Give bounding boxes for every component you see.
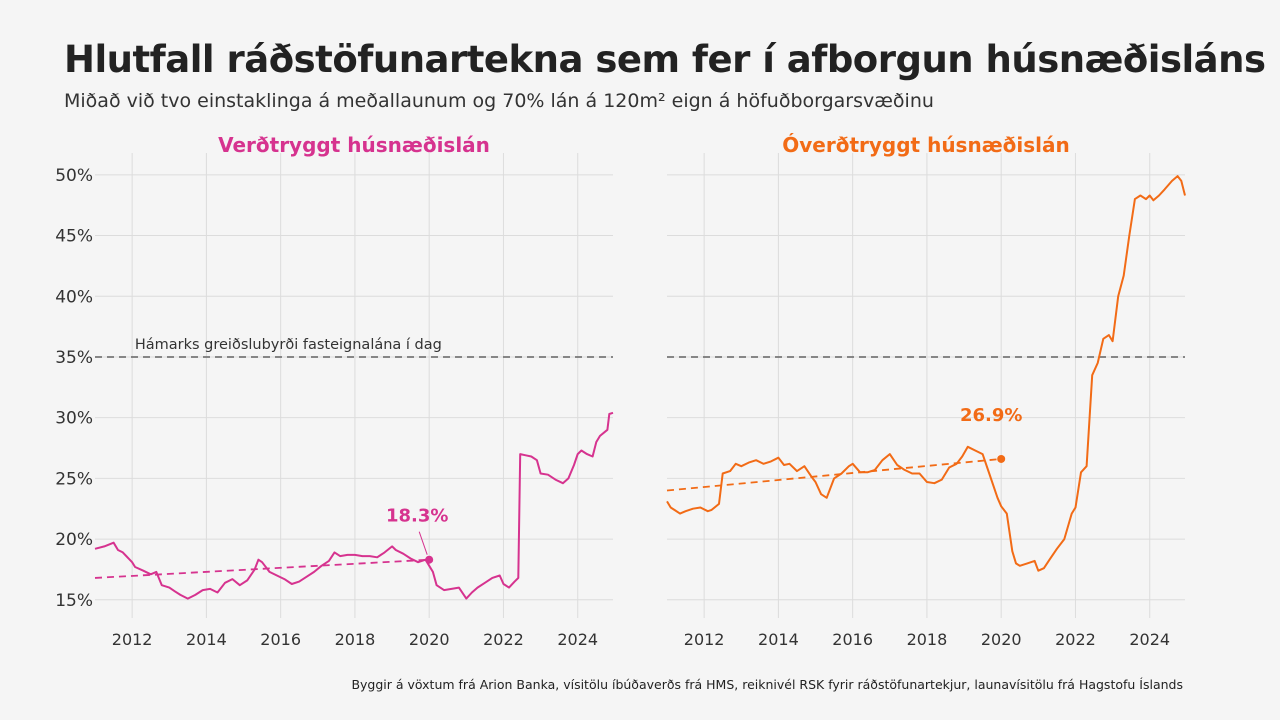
marker-label: 18.3% [386,506,448,527]
x-tick-label: 2020 [981,630,1022,649]
y-tick-label: 20% [55,530,93,550]
y-tick-label: 25% [55,469,93,489]
panel-indexed-loan: 15% 20% 25% 30% 35% 40% 45% 50% 2012 2014 2016 2018… [55,133,614,649]
source-caption: Byggir á vöxtum frá Arion Banka, vísitöl… [351,677,1183,692]
x-tick-label: 2018 [335,630,376,649]
series-line [94,411,614,600]
trend-line [666,458,1002,492]
y-tick-label: 45% [55,227,93,247]
x-tick-label: 2022 [1055,630,1096,649]
series-line [666,175,1186,572]
y-tick-label: 35% [55,348,93,368]
x-tick-label: 2012 [112,630,153,649]
x-tick-label: 2014 [186,630,227,649]
x-tick-label: 2024 [557,630,598,649]
reference-line-label: Hámarks greiðslubyrði fasteignalána í da… [135,337,442,353]
trend-line [94,558,430,579]
panel-title: Óverðtryggt húsnæðislán [782,133,1070,157]
x-tick-label: 2016 [260,630,301,649]
x-tick-label: 2024 [1129,630,1170,649]
x-tick-label: 2020 [409,630,450,649]
y-tick-label: 30% [55,409,93,429]
x-tick-label: 2014 [758,630,799,649]
x-tick-label: 2016 [832,630,873,649]
x-tick-label: 2022 [483,630,524,649]
chart-subtitle: Miðað við tvo einstaklinga á meðallaunum… [64,90,934,112]
panel-nonindexed-loan: 2012 2014 2016 2018 2020 2022 2024 Óverðtryggt … [666,133,1186,649]
panel-title: Verðtryggt húsnæðislán [218,133,490,157]
y-tick-label: 15% [55,591,93,611]
x-tick-label: 2018 [907,630,948,649]
x-tick-label: 2012 [684,630,725,649]
y-tick-label: 50% [55,166,93,186]
marker-point [997,454,1006,463]
marker-label: 26.9% [960,405,1022,426]
y-tick-label: 40% [55,287,93,307]
chart-title: Hlutfall ráðstöfunartekna sem fer í afbo… [64,38,1266,81]
marker-connector [418,531,428,555]
marker-point [425,555,434,564]
